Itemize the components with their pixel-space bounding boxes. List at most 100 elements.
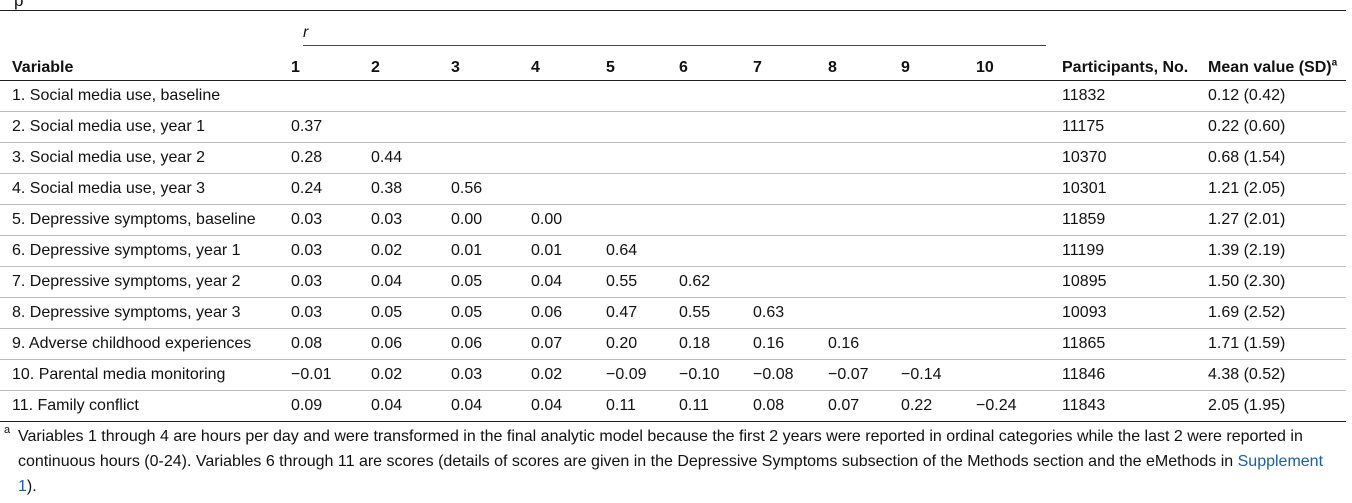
r-cell-7: 0.08 — [753, 397, 785, 414]
participants-cell: 11175 — [1062, 118, 1105, 135]
r-cell-10 — [976, 329, 1062, 360]
header-r-9: 9 — [901, 59, 910, 76]
variable-label: 10. Parental media monitoring — [12, 366, 226, 383]
header-r-5: 5 — [606, 59, 615, 76]
footnote-text: Variables 1 through 4 are hours per day … — [18, 428, 1303, 470]
r-cell-8: −0.07 — [828, 366, 869, 383]
header-mean: Mean value (SD)a — [1208, 50, 1346, 81]
r-cell-4 — [531, 174, 606, 205]
r-cell-9 — [901, 329, 976, 360]
participants-cell: 10301 — [1062, 180, 1107, 197]
r-cell-3: 0.00 — [451, 211, 483, 228]
mean-cell: 0.68 (1.54) — [1208, 149, 1286, 166]
mean-cell: 1.21 (2.05) — [1208, 180, 1286, 197]
participants-cell: 11859 — [1062, 211, 1106, 228]
mean-cell: 1.50 (2.30) — [1208, 273, 1286, 290]
r-cell-1: 0.03 — [291, 242, 323, 259]
r-cell-4: 0.01 — [531, 242, 563, 259]
r-cell-10 — [976, 112, 1062, 143]
r-cell-4: 0.02 — [531, 366, 563, 383]
r-cell-10 — [976, 81, 1062, 112]
variable-label: 4. Social media use, year 3 — [12, 180, 205, 197]
table-row: 3. Social media use, year 2 0.28 0.44 10370… — [0, 143, 1346, 174]
r-cell-5: −0.09 — [606, 366, 647, 383]
r-cell-8 — [828, 143, 901, 174]
r-cell-3: 0.01 — [451, 242, 483, 259]
r-cell-6: 0.18 — [679, 335, 711, 352]
r-cell-8 — [828, 298, 901, 329]
r-cell-7: 0.63 — [753, 304, 785, 321]
r-cell-3 — [451, 143, 531, 174]
r-cell-7 — [753, 267, 828, 298]
table-title-fragment: p — [14, 0, 24, 10]
r-cell-3 — [451, 112, 531, 143]
r-cell-2: 0.04 — [371, 273, 403, 290]
table-row: 11. Family conflict 0.09 0.04 0.04 0.04 0.11 0… — [0, 391, 1346, 422]
variable-label: 9. Adverse childhood experiences — [12, 335, 252, 352]
table-body: 1. Social media use, baseline 11832 0.12 (… — [0, 81, 1346, 422]
r-cell-1: 0.28 — [291, 149, 323, 166]
table-footnote: a Variables 1 through 4 are hours per da… — [4, 424, 1344, 499]
r-cell-9 — [901, 205, 976, 236]
r-cell-1: 0.09 — [291, 397, 323, 414]
r-cell-7 — [753, 81, 828, 112]
r-cell-5 — [606, 205, 679, 236]
r-cell-10 — [976, 236, 1062, 267]
r-cell-4: 0.06 — [531, 304, 563, 321]
r-cell-1: 0.37 — [291, 118, 323, 135]
variable-label: 11. Family conflict — [12, 397, 139, 414]
r-spanner-label: r — [303, 24, 309, 41]
r-cell-2: 0.38 — [371, 180, 403, 197]
variable-label: 3. Social media use, year 2 — [12, 149, 205, 166]
r-cell-3: 0.05 — [451, 273, 483, 290]
r-cell-7 — [753, 205, 828, 236]
r-cell-5: 0.11 — [606, 397, 636, 414]
r-cell-10 — [976, 174, 1062, 205]
participants-cell: 11832 — [1062, 87, 1106, 104]
r-cell-3: 0.03 — [451, 366, 483, 383]
participants-cell: 11199 — [1062, 242, 1105, 259]
r-cell-7 — [753, 174, 828, 205]
table-row: 4. Social media use, year 3 0.24 0.38 0.56 1… — [0, 174, 1346, 205]
r-cell-5: 0.64 — [606, 242, 638, 259]
r-cell-6 — [679, 143, 753, 174]
r-cell-2: 0.02 — [371, 242, 403, 259]
r-cell-5: 0.55 — [606, 273, 638, 290]
r-cell-8 — [828, 112, 901, 143]
variable-label: 5. Depressive symptoms, baseline — [12, 211, 256, 228]
r-cell-9: −0.14 — [901, 366, 942, 383]
table-row: 1. Social media use, baseline 11832 0.12 (… — [0, 81, 1346, 112]
r-cell-6: 0.55 — [679, 304, 711, 321]
participants-cell: 10895 — [1062, 273, 1107, 290]
table-row: 7. Depressive symptoms, year 2 0.03 0.04 0.… — [0, 267, 1346, 298]
r-cell-9: 0.22 — [901, 397, 933, 414]
participants-cell: 10370 — [1062, 149, 1107, 166]
table-row: 8. Depressive symptoms, year 3 0.03 0.05 0.… — [0, 298, 1346, 329]
r-cell-4 — [531, 112, 606, 143]
table-row: 6. Depressive symptoms, year 1 0.03 0.02 0.… — [0, 236, 1346, 267]
r-cell-6 — [679, 205, 753, 236]
r-cell-2: 0.06 — [371, 335, 403, 352]
table-header: Variable 1 2 3 4 5 6 7 8 9 10 Participan… — [0, 50, 1346, 81]
header-r-6: 6 — [679, 59, 688, 76]
r-cell-2 — [371, 112, 451, 143]
r-cell-6 — [679, 112, 753, 143]
correlation-table: Variable 1 2 3 4 5 6 7 8 9 10 Participan… — [0, 50, 1346, 422]
header-mean-text: Mean value (SD) — [1208, 59, 1332, 76]
r-cell-2: 0.04 — [371, 397, 403, 414]
r-cell-6: 0.11 — [679, 397, 709, 414]
r-cell-7 — [753, 112, 828, 143]
r-cell-5: 0.20 — [606, 335, 638, 352]
r-cell-9 — [901, 112, 976, 143]
r-cell-4 — [531, 143, 606, 174]
r-cell-2: 0.03 — [371, 211, 403, 228]
r-cell-4: 0.07 — [531, 335, 563, 352]
r-cell-1: 0.24 — [291, 180, 323, 197]
r-cell-8 — [828, 174, 901, 205]
r-cell-4: 0.04 — [531, 273, 563, 290]
r-cell-5 — [606, 143, 679, 174]
r-cell-9 — [901, 81, 976, 112]
supplement-link[interactable]: Supplement 1 — [18, 453, 1324, 495]
header-r-10: 10 — [976, 59, 994, 76]
mean-cell: 1.27 (2.01) — [1208, 211, 1286, 228]
